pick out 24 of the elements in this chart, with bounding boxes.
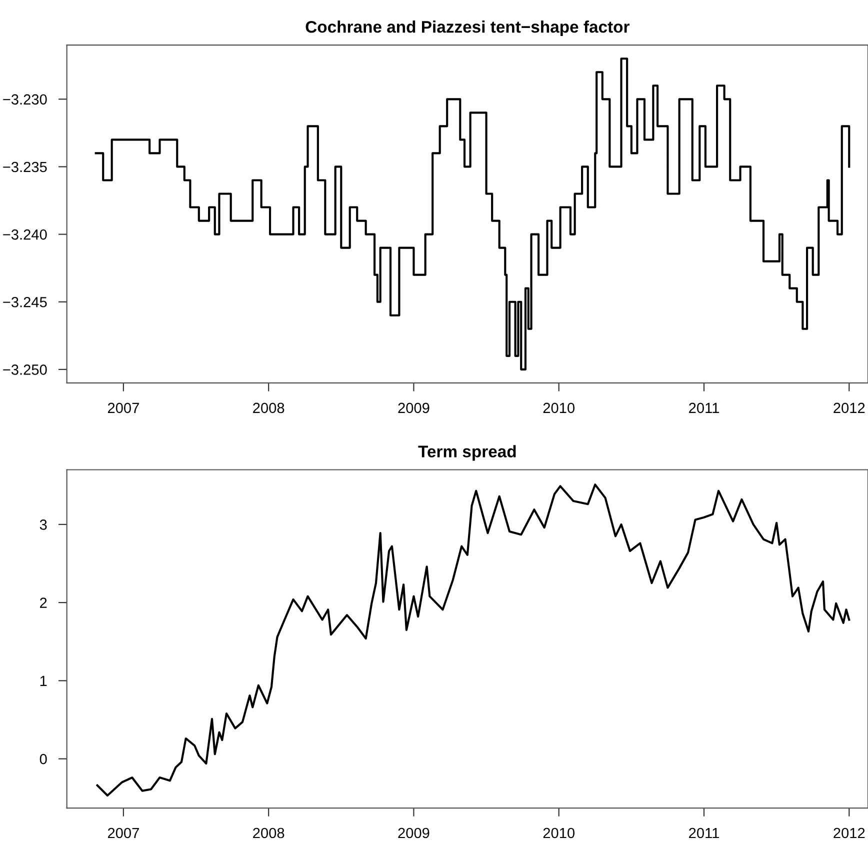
x-tick-label: 2007: [108, 402, 139, 414]
x-tick-label: 2007: [108, 828, 139, 838]
x-tick-label: 2008: [253, 402, 284, 414]
y-tick-label: −3.245: [3, 296, 47, 308]
y-tick-label: 3: [40, 520, 47, 530]
x-tick-label: 2009: [398, 828, 430, 838]
y-tick-label: −3.250: [3, 364, 47, 375]
x-tick-label: 2012: [834, 828, 865, 838]
x-tick-label: 2010: [543, 402, 575, 414]
x-tick-label: 2009: [398, 402, 430, 414]
line-series: [96, 484, 850, 797]
x-tick-label: 2008: [253, 828, 284, 838]
y-tick-label: −3.235: [3, 162, 47, 172]
chart-title: Cochrane and Piazzesi tent−shape factor: [306, 20, 630, 36]
x-tick-label: 2011: [689, 402, 719, 414]
y-tick-label: −3.230: [3, 94, 47, 105]
y-tick-label: 1: [40, 676, 47, 686]
x-tick-label: 2011: [689, 828, 719, 838]
y-tick-label: −3.240: [3, 229, 47, 240]
y-tick-label: 2: [40, 598, 47, 608]
x-tick-label: 2012: [834, 402, 865, 414]
y-tick-label: 0: [40, 754, 47, 764]
x-tick-label: 2010: [543, 828, 575, 838]
chart-title: Term spread: [418, 445, 516, 461]
